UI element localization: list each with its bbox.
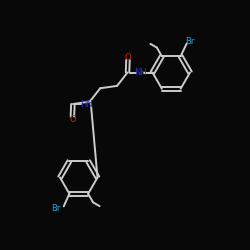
Text: Br: Br	[185, 37, 195, 46]
Text: HN: HN	[80, 100, 93, 109]
Text: NH: NH	[134, 68, 147, 77]
Text: O: O	[125, 53, 131, 62]
Text: Br: Br	[51, 204, 60, 213]
Text: O: O	[69, 114, 76, 124]
